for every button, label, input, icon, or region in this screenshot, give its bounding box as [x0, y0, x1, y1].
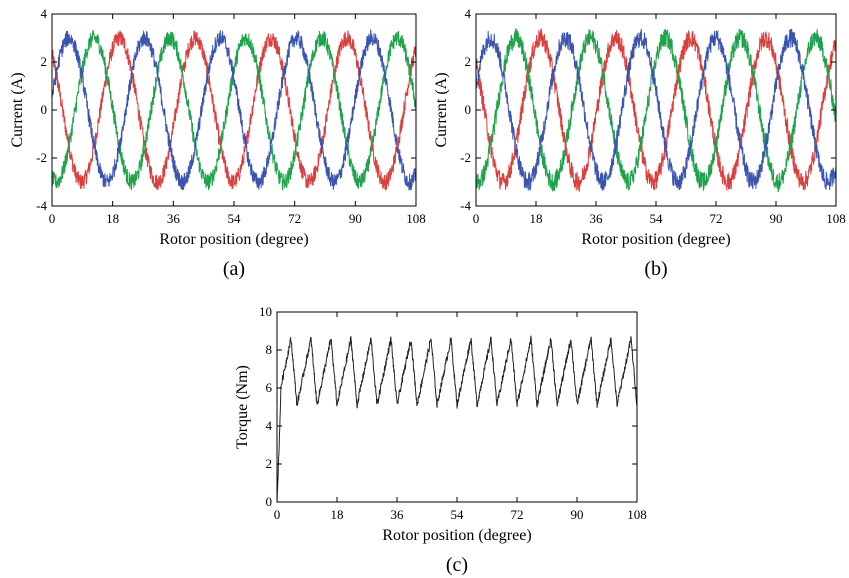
series-line-3	[51, 28, 417, 191]
series-line-2	[51, 29, 417, 191]
x-tick-label: 90	[349, 211, 362, 226]
x-tick-label: 54	[228, 211, 242, 226]
x-tick-label: 36	[391, 507, 405, 522]
chart-panel-2: 0 18 36 54 72 90 108 -4 -2 0 2 4 Rotor position (deg…	[433, 6, 846, 280]
series-line-1	[475, 28, 837, 193]
y-tick-label: 2	[465, 54, 472, 69]
x-tick-label: 90	[571, 507, 584, 522]
chart-panel-1: 0 18 36 54 72 90 108 -4 -2 0 2 4 Rotor position (deg…	[9, 6, 426, 280]
y-tick-label: 4	[41, 6, 48, 21]
x-tick-label: 0	[473, 211, 480, 226]
x-tick-label: 108	[406, 211, 426, 226]
x-tick-label: 0	[274, 507, 281, 522]
series-line-1	[51, 30, 417, 191]
x-tick-label: 18	[530, 211, 543, 226]
y-tick-label: -2	[460, 150, 471, 165]
y-axis-title: Current (A)	[9, 72, 26, 147]
x-tick-label: 18	[331, 507, 344, 522]
x-tick-label: 108	[826, 211, 846, 226]
y-axis-title: Torque (Nm)	[234, 365, 251, 449]
x-tick-label: 54	[650, 211, 664, 226]
x-tick-label: 54	[451, 507, 465, 522]
y-tick-label: 0	[266, 494, 273, 509]
x-tick-label: 36	[590, 211, 604, 226]
y-axis-title: Current (A)	[433, 72, 450, 147]
x-tick-label: 72	[511, 507, 524, 522]
series-line-2	[475, 28, 837, 193]
x-tick-label: 90	[770, 211, 783, 226]
x-tick-label: 36	[167, 211, 181, 226]
y-tick-label: 4	[465, 6, 472, 21]
panel-label: (c)	[446, 554, 468, 576]
y-tick-label: 10	[259, 304, 272, 319]
panel-label: (a)	[223, 258, 245, 280]
x-tick-label: 72	[710, 211, 723, 226]
panel-label: (b)	[644, 258, 667, 280]
y-tick-label: 4	[266, 418, 273, 433]
y-tick-label: -4	[460, 198, 471, 213]
series-line-3	[475, 28, 837, 191]
y-tick-label: -4	[36, 198, 47, 213]
y-tick-label: 2	[41, 54, 48, 69]
y-tick-label: 0	[41, 102, 48, 117]
y-tick-label: -2	[36, 150, 47, 165]
series-line-1	[276, 335, 638, 503]
y-tick-label: 6	[266, 380, 273, 395]
x-axis-title: Rotor position (degree)	[382, 527, 531, 544]
y-tick-label: 2	[266, 456, 273, 471]
x-tick-label: 0	[49, 211, 56, 226]
x-axis-title: Rotor position (degree)	[581, 231, 730, 248]
x-tick-label: 72	[288, 211, 301, 226]
chart-panel-3: 0 18 36 54 72 90 108 0 2 4 6 8 10 Rotor position (deg…	[234, 304, 647, 576]
x-tick-label: 108	[627, 507, 647, 522]
x-tick-label: 18	[106, 211, 119, 226]
x-axis-title: Rotor position (degree)	[159, 231, 308, 248]
y-tick-label: 8	[266, 342, 273, 357]
y-tick-label: 0	[465, 102, 472, 117]
